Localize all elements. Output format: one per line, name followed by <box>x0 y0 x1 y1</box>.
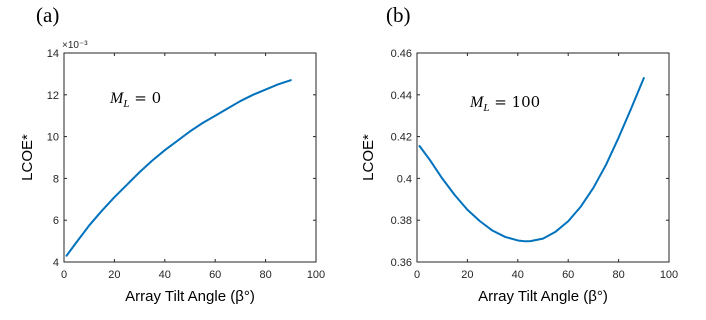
annotation-part: 100 <box>512 93 541 111</box>
y-tick-label: 6 <box>53 215 59 227</box>
annotation-part: L <box>482 102 489 114</box>
y-tick-label: 0.38 <box>391 215 412 227</box>
x-axis-title: Array Tilt Angle (β°) <box>478 288 608 305</box>
series-line <box>65 79 292 257</box>
x-tick-label: 80 <box>612 269 624 281</box>
panel-label: (a) <box>36 3 59 27</box>
annotation-part: L <box>122 98 129 110</box>
y-tick-label: 0.44 <box>391 90 412 102</box>
x-tick-label: 60 <box>209 269 221 281</box>
annotation: ML = 0 <box>109 89 161 110</box>
y-tick-label: 12 <box>47 90 59 102</box>
x-tick-label: 40 <box>159 269 171 281</box>
series-line <box>418 77 645 243</box>
y-tick-label: 0.4 <box>397 173 412 185</box>
y-tick-label: 10 <box>47 132 59 144</box>
y-tick-label: 8 <box>53 173 59 185</box>
plot-frame <box>416 52 670 263</box>
x-tick-label: 100 <box>660 269 678 281</box>
chart-panel-a: (a) 0 20 40 60 80 100 4 6 8 10 12 14×10⁻³ Array Tilt … <box>19 3 325 305</box>
x-tick-label: 20 <box>108 269 120 281</box>
y-axis-title: LCOE* <box>360 134 377 181</box>
plot-frame <box>63 52 317 263</box>
annotation-part: = <box>489 93 511 111</box>
annotation: ML = 100 <box>469 93 540 114</box>
y-tick-label: 4 <box>53 257 59 269</box>
x-tick-label: 20 <box>461 269 473 281</box>
y-tick-label: 0.36 <box>391 257 412 269</box>
x-tick-label: 40 <box>512 269 524 281</box>
annotation-part: = <box>129 89 151 107</box>
x-tick-label: 0 <box>414 269 420 281</box>
y-tick-label: 0.42 <box>391 132 412 144</box>
x-tick-label: 80 <box>259 269 271 281</box>
panel-label: (b) <box>386 3 411 27</box>
y-axis-title: LCOE* <box>19 134 36 181</box>
x-tick-label: 60 <box>562 269 574 281</box>
annotation-part: M <box>109 90 125 107</box>
y-tick-label: 14 <box>47 48 59 60</box>
x-axis-title: Array Tilt Angle (β°) <box>125 288 255 305</box>
y-tick-label: 0.46 <box>391 48 412 60</box>
annotation-part: M <box>469 94 485 111</box>
y-exponent-label: ×10⁻³ <box>62 40 88 51</box>
x-tick-label: 100 <box>307 269 325 281</box>
annotation-part: 0 <box>152 89 162 107</box>
x-tick-label: 0 <box>61 269 67 281</box>
chart-panel-b: (b) 0 20 40 60 80 100 0.36 0.38 0.4 0.42 0.44 0.46 Ar… <box>360 3 678 305</box>
